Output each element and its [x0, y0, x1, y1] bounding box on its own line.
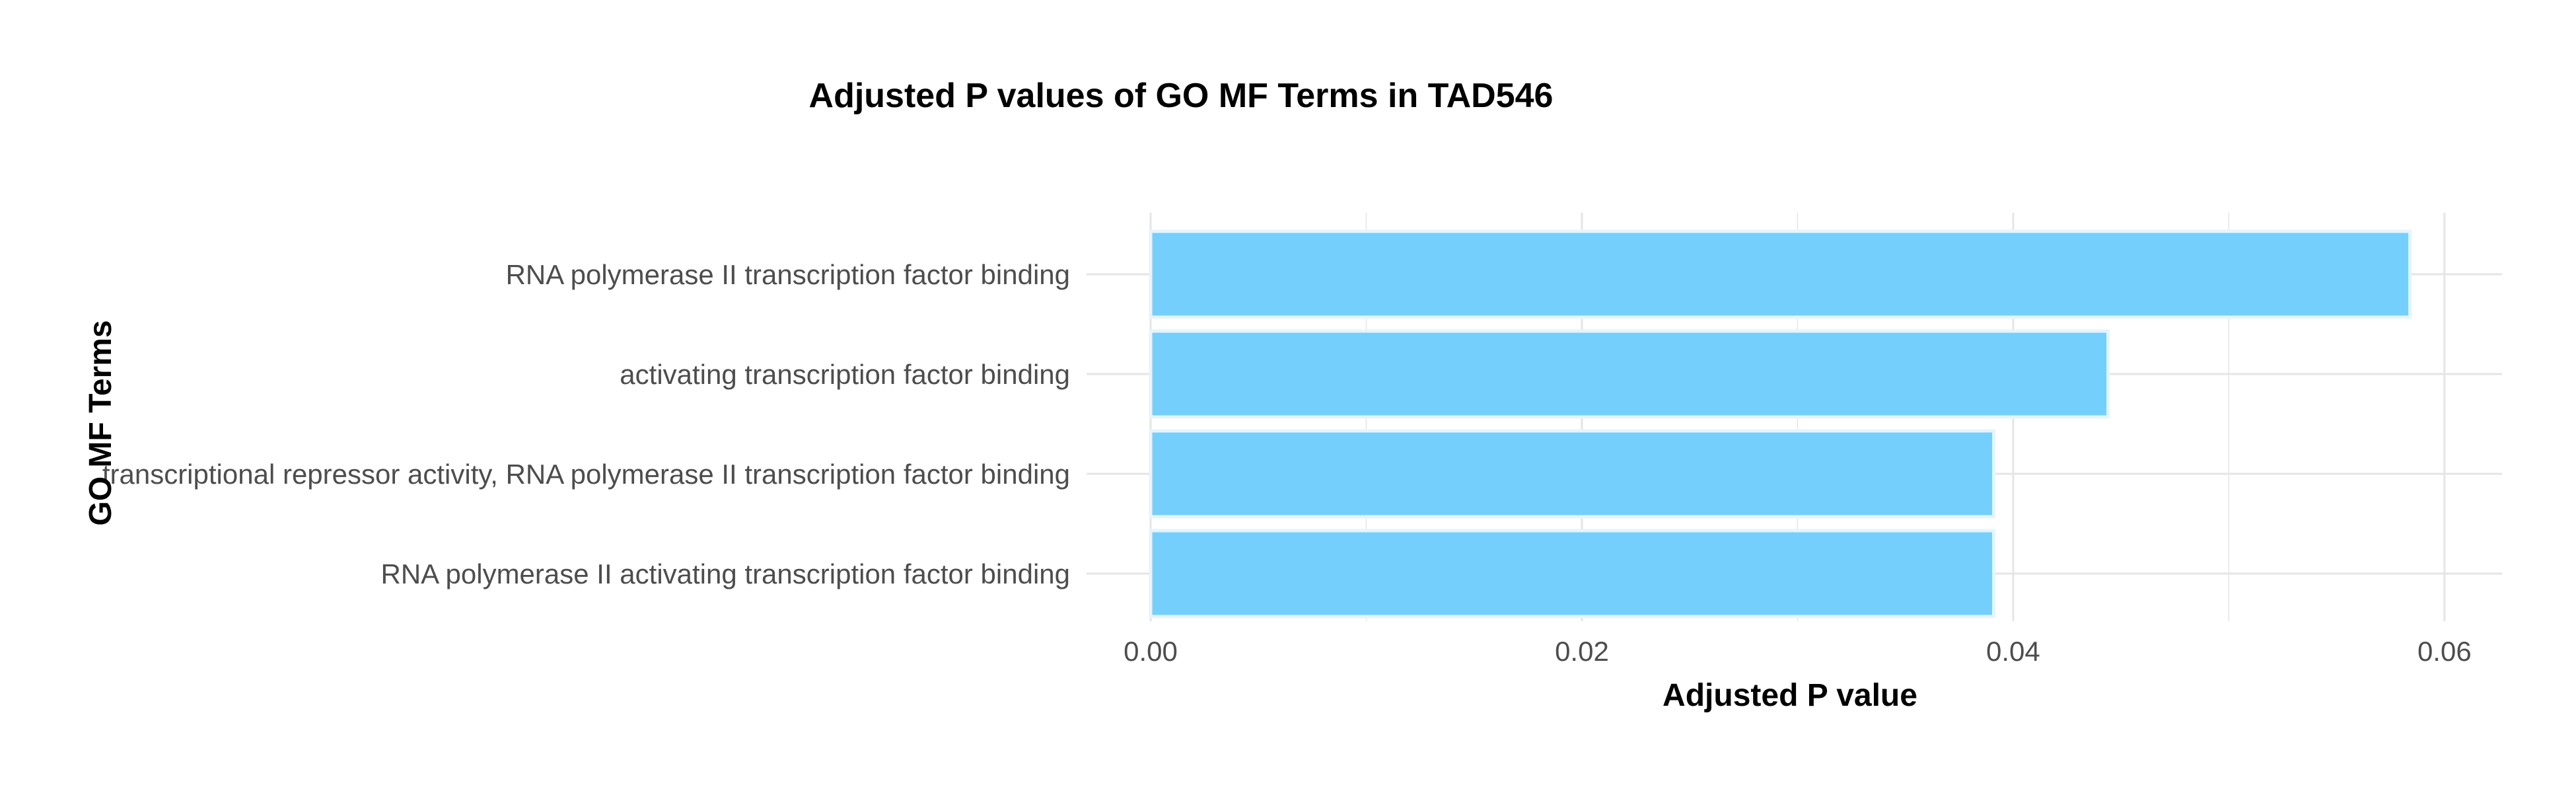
bar: [1149, 329, 2110, 419]
y-tick-label: RNA polymerase II activating transcripti…: [381, 558, 1071, 589]
y-tick-label: RNA polymerase II transcription factor b…: [506, 259, 1070, 290]
chart-title: Adjusted P values of GO MF Terms in TAD5…: [809, 77, 1554, 115]
tick-layer: RNA polymerase II transcription factor b…: [102, 259, 2472, 667]
x-axis-title: Adjusted P value: [1663, 678, 1917, 713]
bar: [1149, 229, 2412, 319]
x-tick-label: 0.00: [1124, 636, 1178, 667]
y-axis-title: GO MF Terms: [83, 320, 118, 525]
bar: [1149, 529, 1995, 619]
x-tick-label: 0.06: [2417, 636, 2472, 667]
bar: [1149, 429, 1995, 519]
x-tick-label: 0.02: [1555, 636, 1609, 667]
x-tick-label: 0.04: [1986, 636, 2040, 667]
y-tick-label: activating transcription factor binding: [620, 359, 1070, 390]
bar-layer: [1149, 229, 2412, 619]
y-tick-label: transcriptional repressor activity, RNA …: [102, 459, 1070, 490]
